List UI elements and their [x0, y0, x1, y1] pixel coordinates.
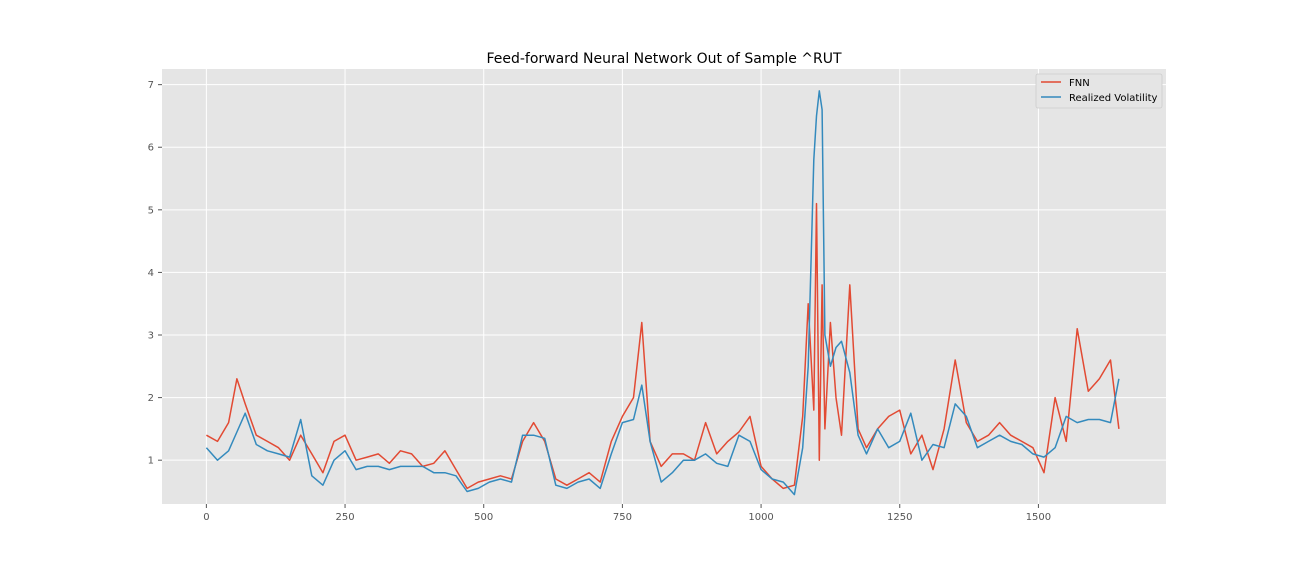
- x-tick-label: 0: [203, 512, 209, 523]
- legend-box: [1035, 73, 1163, 109]
- x-tick-label: 1000: [748, 512, 773, 523]
- y-tick-label: 1: [148, 456, 154, 467]
- series-layer: [205, 90, 1120, 496]
- y-tick-label: 7: [148, 80, 154, 91]
- x-tick-label: 500: [474, 512, 493, 523]
- legend-label-fnn: FNN: [1069, 78, 1090, 89]
- y-axis: 1 2 3 4 5 6 7: [148, 80, 162, 467]
- y-tick-label: 3: [148, 331, 154, 342]
- y-tick-label: 4: [148, 268, 154, 279]
- grid: [162, 69, 1166, 504]
- x-tick-label: 250: [336, 512, 355, 523]
- series-line-realized-volatility: [205, 90, 1120, 496]
- plot-area: [162, 69, 1166, 504]
- y-tick-label: 5: [148, 205, 154, 216]
- y-tick-label: 6: [148, 143, 154, 154]
- x-tick-label: 750: [613, 512, 632, 523]
- x-axis: 0 250 500 750 1000 1250 1500: [203, 504, 1051, 523]
- x-tick-label: 1500: [1026, 512, 1051, 523]
- chart-title: Feed-forward Neural Network Out of Sampl…: [486, 51, 842, 67]
- legend-label-realized-volatility: Realized Volatility: [1069, 93, 1158, 104]
- x-tick-label: 1250: [887, 512, 912, 523]
- legend: FNN Realized Volatility: [1035, 73, 1163, 109]
- y-tick-label: 2: [148, 393, 154, 404]
